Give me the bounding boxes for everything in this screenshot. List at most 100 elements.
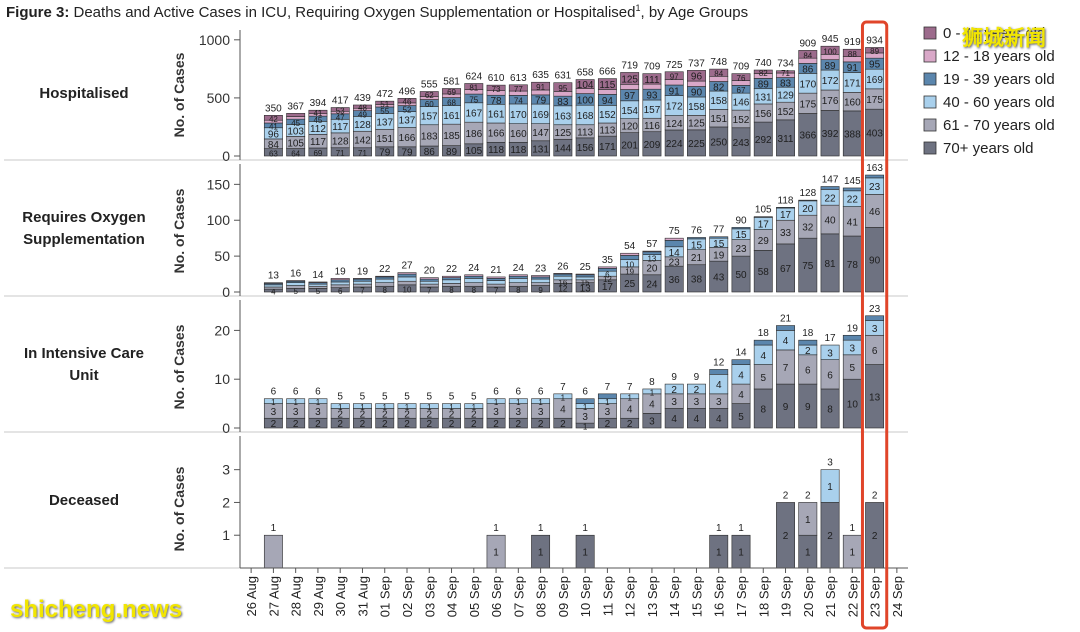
total-label: 734	[777, 59, 794, 70]
segment-label: 4	[560, 404, 566, 415]
y-axis-label: No. of Cases	[171, 324, 187, 409]
segment-label: 2	[605, 419, 611, 430]
segment-label: 6	[338, 287, 343, 296]
panel-title: Requires Oxygen	[22, 209, 145, 226]
segment-label: 15	[581, 278, 590, 287]
bar-segment	[397, 403, 417, 409]
legend-swatch	[923, 26, 937, 40]
total-label: 7	[627, 382, 633, 393]
segment-label: 163	[555, 111, 572, 122]
segment-label: 1	[716, 548, 722, 559]
bar-segment	[286, 398, 306, 404]
segment-label: 69	[313, 149, 322, 158]
segment-label: 45	[291, 119, 300, 128]
segment-label: 3	[605, 407, 611, 418]
total-label: 20	[424, 266, 436, 277]
y-axis-label: No. of Cases	[171, 52, 187, 137]
bar-segment	[531, 278, 551, 283]
segment-label: 1	[449, 403, 454, 412]
total-label: 610	[488, 73, 505, 84]
segment-label: 3	[315, 407, 321, 418]
segment-label: 14	[669, 248, 681, 259]
total-label: 709	[644, 62, 661, 73]
bar-segment	[308, 281, 328, 283]
bar-segment	[330, 279, 350, 283]
total-label: 12	[713, 357, 725, 368]
bar-segment	[709, 68, 729, 77]
bar-segment	[664, 71, 684, 80]
segment-label: 13	[580, 283, 592, 294]
total-label: 163	[866, 163, 883, 174]
segment-label: 67	[737, 86, 746, 95]
segment-label: 84	[714, 70, 723, 79]
panel-title: Supplementation	[23, 231, 145, 248]
bar-segment	[330, 278, 350, 281]
segment-label: 2	[315, 419, 321, 430]
total-label: 27	[401, 261, 413, 272]
segment-label: 129	[777, 91, 794, 102]
total-label: 8	[649, 377, 655, 388]
bar-segment	[597, 78, 617, 90]
x-tick-label: 26 Aug	[244, 576, 259, 617]
segment-label: 29	[758, 236, 770, 247]
bar-segment	[486, 276, 506, 279]
total-label: 14	[735, 348, 747, 359]
segment-label: 2	[471, 409, 477, 420]
total-label: 5	[337, 392, 343, 403]
segment-label: 103	[287, 126, 304, 137]
total-label: 1	[738, 523, 744, 534]
total-label: 26	[557, 261, 569, 272]
segment-label: 2	[449, 419, 455, 430]
total-label: 748	[710, 57, 727, 68]
segment-label: 6	[805, 365, 811, 376]
bar-segment	[508, 282, 528, 287]
segment-label: 1	[293, 398, 298, 407]
total-label: 22	[379, 264, 391, 275]
segment-label: 157	[644, 105, 661, 116]
bar-segment	[353, 278, 372, 280]
bar-segment	[442, 275, 461, 278]
x-tick-label: 11 Sep	[600, 576, 615, 616]
segment-label: 160	[844, 98, 861, 109]
bar-segment	[353, 403, 372, 409]
total-label: 17	[825, 333, 837, 344]
bar-segment	[397, 98, 417, 104]
segment-label: 16	[558, 279, 567, 288]
total-label: 75	[669, 226, 681, 237]
segment-label: 3	[493, 407, 499, 418]
total-label: 472	[376, 89, 393, 100]
segment-label: 12	[603, 275, 612, 284]
segment-label: 5	[850, 363, 856, 374]
segment-label: 117	[332, 122, 348, 133]
bar-segment	[597, 268, 617, 272]
bar-segment	[865, 47, 885, 54]
total-label: 6	[538, 387, 544, 398]
total-label: 367	[287, 101, 304, 112]
bar-segment	[375, 275, 395, 278]
bar-segment	[508, 275, 528, 279]
segment-label: 74	[514, 97, 523, 106]
segment-label: 77	[514, 85, 523, 94]
bar-segment	[731, 359, 751, 365]
bar-segment	[620, 72, 640, 85]
bar-segment	[620, 252, 640, 256]
segment-label: 3	[850, 343, 856, 354]
segment-label: 154	[621, 106, 638, 117]
bar-segment	[798, 339, 818, 346]
y-tick-label: 2	[222, 494, 230, 510]
segment-label: 9	[805, 402, 811, 413]
total-label: 105	[755, 205, 772, 216]
segment-label: 94	[602, 96, 614, 107]
bar-segment	[308, 398, 328, 404]
segment-label: 100	[823, 47, 837, 56]
segment-label: 20	[646, 264, 658, 275]
segment-label: 88	[848, 50, 857, 59]
segment-label: 4	[694, 414, 700, 425]
segment-label: 13	[869, 392, 881, 403]
total-label: 1	[850, 523, 856, 534]
segment-label: 1	[583, 423, 588, 432]
segment-label: 166	[399, 133, 416, 144]
segment-label: 1	[383, 403, 388, 412]
total-label: 7	[560, 382, 566, 393]
y-tick-label: 0	[222, 420, 230, 436]
